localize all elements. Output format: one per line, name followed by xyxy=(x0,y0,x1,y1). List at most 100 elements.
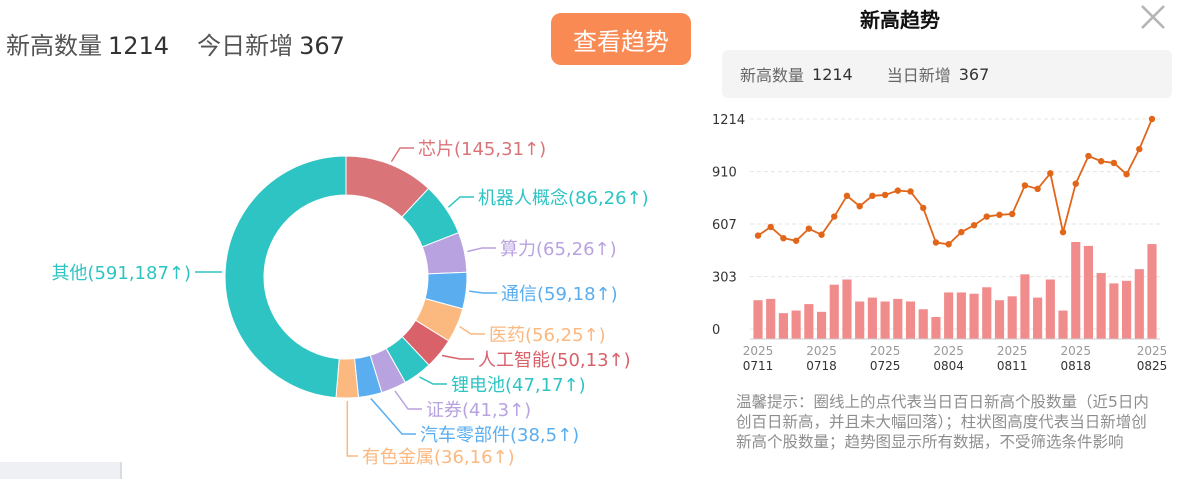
trend-point xyxy=(754,232,762,239)
today-added-label: 今日新增 xyxy=(197,32,294,60)
bar xyxy=(1109,283,1119,339)
leader-line xyxy=(469,290,497,294)
y-tick-label: 607 xyxy=(712,218,737,233)
summary-new-high-value: 1214 xyxy=(812,64,853,84)
x-tick-label: 2025 xyxy=(806,344,837,358)
trend-point xyxy=(792,237,800,244)
x-tick-label: 2025 xyxy=(870,344,901,358)
sector-donut-chart: 芯片(145,31↑) 机器人概念(86,26↑) 算力(65,26↑) 通信(59,… xyxy=(51,139,649,468)
bar xyxy=(766,298,776,339)
bar xyxy=(918,309,928,339)
trend-point xyxy=(831,213,838,220)
trend-point xyxy=(1034,185,1041,193)
bar xyxy=(880,301,890,339)
trend-point xyxy=(767,223,774,231)
donut-slice xyxy=(224,155,347,399)
donut-label: 通信(59,18↑) xyxy=(501,284,618,305)
trend-point xyxy=(1047,170,1054,177)
leader-line xyxy=(447,196,474,208)
donut-label: 医药(56,25↑) xyxy=(489,325,606,346)
bar xyxy=(994,300,1005,339)
bar xyxy=(842,279,852,339)
trend-point xyxy=(805,225,813,232)
x-tick-label: 0804 xyxy=(933,359,964,373)
trend-point xyxy=(1008,210,1016,218)
bar xyxy=(893,298,903,339)
trend-point xyxy=(1136,145,1143,153)
bar xyxy=(816,311,827,339)
bar xyxy=(1045,279,1055,339)
bar xyxy=(969,293,979,339)
x-tick-label: 0718 xyxy=(806,359,837,373)
x-tick-label: 0818 xyxy=(1060,359,1091,373)
stats-header: 新高数量 1214 今日新增 367 xyxy=(6,26,345,61)
bottom-tab[interactable] xyxy=(0,462,122,479)
trend-point xyxy=(983,213,990,220)
bar xyxy=(1122,280,1132,339)
trend-point xyxy=(881,191,889,199)
y-tick-label: 1214 xyxy=(712,113,745,128)
donut-label: 其他(591,187↑) xyxy=(51,263,191,284)
bar xyxy=(1033,297,1043,339)
leader-line xyxy=(346,400,358,457)
x-tick-label: 2025 xyxy=(997,344,1028,358)
new-high-label: 新高数量 xyxy=(6,32,102,60)
trend-point xyxy=(1072,180,1079,187)
bar xyxy=(944,292,954,339)
x-tick-label: 0725 xyxy=(870,359,901,373)
bar xyxy=(1096,273,1106,339)
x-tick-label: 2025 xyxy=(1137,344,1168,358)
donut-label: 汽车零部件(38,5↑) xyxy=(420,425,579,446)
bar xyxy=(804,304,814,339)
x-tick-label: 0811 xyxy=(997,359,1028,373)
y-tick-label: 0 xyxy=(712,323,720,338)
bar xyxy=(931,317,941,339)
donut-label: 证券(41,3↑) xyxy=(426,400,531,421)
trend-point xyxy=(996,211,1003,219)
close-icon[interactable] xyxy=(1138,2,1168,32)
trend-point xyxy=(1059,228,1067,236)
donut-label: 机器人概念(86,26↑) xyxy=(478,187,649,209)
x-tick-label: 0711 xyxy=(743,359,774,373)
donut-label: 人工智能(50,13↑) xyxy=(478,350,631,371)
trend-point xyxy=(843,192,851,200)
trend-point xyxy=(780,234,787,242)
trend-point xyxy=(1148,115,1156,123)
trend-point xyxy=(1123,170,1130,178)
donut-label: 芯片(145,31↑) xyxy=(418,139,546,160)
y-tick-label: 910 xyxy=(712,166,737,181)
bar xyxy=(1007,296,1017,339)
y-tick-label: 303 xyxy=(712,271,737,286)
trend-point xyxy=(1097,158,1105,165)
trend-point xyxy=(1110,159,1118,167)
leader-line xyxy=(459,325,485,335)
leader-line xyxy=(390,147,414,163)
donut-slice xyxy=(335,358,360,399)
today-added-value: 367 xyxy=(299,32,345,60)
bar xyxy=(1083,245,1094,339)
view-trend-button[interactable]: 查看趋势 xyxy=(551,13,691,65)
bar xyxy=(778,313,788,339)
bar xyxy=(1134,269,1144,339)
bar xyxy=(956,292,966,339)
leader-line xyxy=(467,247,496,253)
trend-point xyxy=(869,192,876,200)
trend-point xyxy=(945,241,952,248)
trend-point xyxy=(907,188,914,195)
bar xyxy=(867,297,877,339)
bar xyxy=(753,300,763,339)
panel-title: 新高趋势 xyxy=(860,8,940,32)
trend-point xyxy=(856,202,863,210)
summary-today-added-value: 367 xyxy=(958,64,990,84)
bar xyxy=(855,301,865,339)
trend-line xyxy=(757,118,1153,246)
trend-point xyxy=(1085,152,1092,160)
trend-point xyxy=(932,239,940,246)
trend-chart: 0303607910121420250711202507182025072520… xyxy=(712,113,1168,373)
donut-label: 有色金属(36,16↑) xyxy=(362,447,515,468)
summary-today-added-label: 当日新增 xyxy=(886,66,951,85)
new-high-value: 1214 xyxy=(108,32,170,60)
donut-label: 算力(65,26↑) xyxy=(500,239,617,260)
leader-line xyxy=(441,354,474,360)
bar xyxy=(791,310,801,339)
